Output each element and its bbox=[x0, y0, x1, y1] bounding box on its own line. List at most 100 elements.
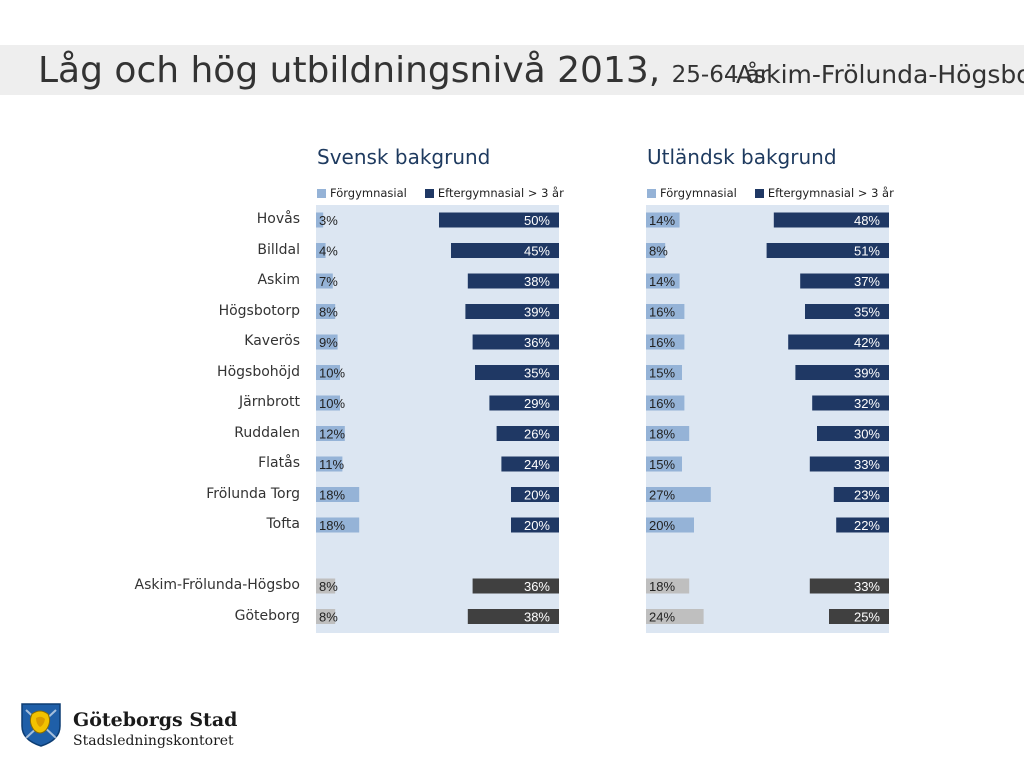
data-label-forgymnasial: 16% bbox=[649, 305, 675, 320]
category-label: Askim-Frölunda-Högsbo bbox=[134, 577, 300, 593]
data-label-forgymnasial: 20% bbox=[649, 518, 675, 533]
data-label-forgymnasial: 12% bbox=[319, 427, 345, 442]
data-label-eftergymnasial: 51% bbox=[854, 244, 880, 259]
data-label-eftergymnasial: 45% bbox=[524, 244, 550, 259]
data-label-forgymnasial: 18% bbox=[319, 518, 345, 533]
bar-forgymnasial bbox=[646, 334, 685, 350]
legend-utlandsk: Förgymnasial Eftergymnasial > 3 år bbox=[647, 186, 912, 200]
bar-eftergymnasial bbox=[472, 334, 559, 350]
bar-forgymnasial bbox=[646, 517, 694, 533]
data-label-forgymnasial: 8% bbox=[319, 579, 338, 594]
data-label-forgymnasial: 3% bbox=[319, 213, 338, 228]
data-label-forgymnasial: 24% bbox=[649, 610, 675, 625]
data-label-eftergymnasial: 29% bbox=[524, 396, 550, 411]
bar-forgymnasial bbox=[646, 456, 682, 472]
bar-eftergymnasial bbox=[496, 426, 559, 441]
data-label-forgymnasial: 15% bbox=[649, 457, 675, 472]
data-label-eftergymnasial: 42% bbox=[854, 335, 880, 350]
legend-label-high: Eftergymnasial > 3 år bbox=[767, 186, 894, 200]
legend-swatch-high bbox=[424, 188, 434, 198]
bar-forgymnasial bbox=[316, 273, 333, 289]
data-label-eftergymnasial: 39% bbox=[524, 305, 550, 320]
bar-eftergymnasial bbox=[795, 365, 889, 380]
legend-swatch-low bbox=[647, 188, 656, 198]
legend-item-low: Förgymnasial bbox=[317, 186, 407, 200]
bar-forgymnasial bbox=[316, 212, 324, 228]
bar-eftergymnasial bbox=[465, 304, 559, 319]
data-label-eftergymnasial: 48% bbox=[854, 213, 880, 228]
data-label-forgymnasial: 27% bbox=[649, 488, 675, 503]
data-label-eftergymnasial: 33% bbox=[854, 579, 880, 594]
bar-forgymnasial bbox=[316, 426, 345, 441]
bar-eftergymnasial bbox=[467, 273, 559, 289]
legend-label-low: Förgymnasial bbox=[660, 186, 737, 200]
bar-eftergymnasial bbox=[475, 365, 559, 380]
bar-forgymnasial bbox=[646, 365, 682, 380]
data-label-eftergymnasial: 32% bbox=[854, 396, 880, 411]
bar-forgymnasial bbox=[316, 487, 360, 502]
bar-forgymnasial bbox=[646, 395, 685, 411]
data-label-eftergymnasial: 30% bbox=[854, 427, 880, 442]
legend-swatch-low bbox=[317, 188, 326, 198]
data-label-forgymnasial: 10% bbox=[319, 366, 345, 381]
category-label: Järnbrott bbox=[239, 394, 300, 410]
data-label-forgymnasial: 18% bbox=[319, 488, 345, 503]
data-label-forgymnasial: 14% bbox=[649, 213, 675, 228]
bar-forgymnasial bbox=[316, 304, 336, 319]
bar-eftergymnasial bbox=[809, 456, 889, 472]
data-label-eftergymnasial: 35% bbox=[854, 305, 880, 320]
data-label-forgymnasial: 16% bbox=[649, 396, 675, 411]
legend-swatch-high bbox=[754, 188, 764, 198]
bar-eftergymnasial bbox=[833, 487, 889, 502]
bar-eftergymnasial bbox=[451, 243, 559, 258]
category-label: Askim bbox=[257, 272, 300, 288]
title-age-range: 25-64 år bbox=[671, 62, 770, 88]
org-name: Göteborgs Stad bbox=[73, 709, 238, 731]
legend-svensk: Förgymnasial Eftergymnasial > 3 år bbox=[317, 186, 582, 200]
bar-forgymnasial bbox=[646, 273, 680, 289]
bar-forgymnasial bbox=[646, 609, 704, 624]
data-label-eftergymnasial: 35% bbox=[524, 366, 550, 381]
data-label-forgymnasial: 18% bbox=[649, 579, 675, 594]
data-label-eftergymnasial: 20% bbox=[524, 518, 550, 533]
bar-eftergymnasial bbox=[805, 304, 889, 319]
category-label: Högsbohöjd bbox=[217, 363, 300, 380]
bar-eftergymnasial bbox=[829, 609, 889, 624]
data-label-forgymnasial: 18% bbox=[649, 427, 675, 442]
bar-forgymnasial bbox=[316, 517, 360, 533]
bar-forgymnasial bbox=[646, 426, 690, 441]
bar-forgymnasial bbox=[646, 212, 680, 228]
data-label-eftergymnasial: 26% bbox=[524, 427, 550, 442]
data-label-eftergymnasial: 23% bbox=[854, 488, 880, 503]
category-label: Hovås bbox=[256, 211, 300, 227]
data-label-forgymnasial: 8% bbox=[319, 305, 338, 320]
bar-forgymnasial bbox=[316, 243, 326, 258]
chart-utlandsk-bakgrund: 14% 48% 8% 51% 14% 37% 16% 35% 16% 42% 15% 39% 16% 32… bbox=[646, 205, 889, 633]
bar-forgymnasial bbox=[646, 243, 666, 258]
bar-forgymnasial bbox=[646, 578, 690, 594]
data-label-eftergymnasial: 20% bbox=[524, 488, 550, 503]
category-label: Ruddalen bbox=[234, 424, 300, 441]
region-label: Askim-Frölunda-Högsbo bbox=[736, 60, 1024, 89]
data-label-eftergymnasial: 36% bbox=[524, 579, 550, 594]
bar-eftergymnasial bbox=[773, 212, 889, 228]
bar-forgymnasial bbox=[316, 578, 336, 594]
goteborg-crest-icon bbox=[21, 703, 61, 747]
category-label: Flatås bbox=[258, 455, 300, 471]
bar-eftergymnasial bbox=[817, 426, 889, 441]
data-label-forgymnasial: 4% bbox=[319, 244, 338, 259]
data-label-forgymnasial: 9% bbox=[319, 335, 338, 350]
bar-forgymnasial bbox=[316, 456, 343, 472]
title-band bbox=[0, 45, 1024, 95]
category-label: Tofta bbox=[266, 516, 301, 532]
category-label: Högsbotorp bbox=[218, 302, 300, 319]
data-label-eftergymnasial: 24% bbox=[524, 457, 550, 472]
data-label-forgymnasial: 8% bbox=[649, 244, 668, 259]
category-label: Frölunda Torg bbox=[206, 485, 300, 502]
bar-eftergymnasial bbox=[489, 395, 559, 411]
bar-eftergymnasial bbox=[800, 273, 889, 289]
bar-eftergymnasial bbox=[467, 609, 559, 624]
legend-label-low: Förgymnasial bbox=[330, 186, 407, 200]
data-label-eftergymnasial: 22% bbox=[854, 518, 880, 533]
category-label: Billdal bbox=[257, 241, 300, 258]
